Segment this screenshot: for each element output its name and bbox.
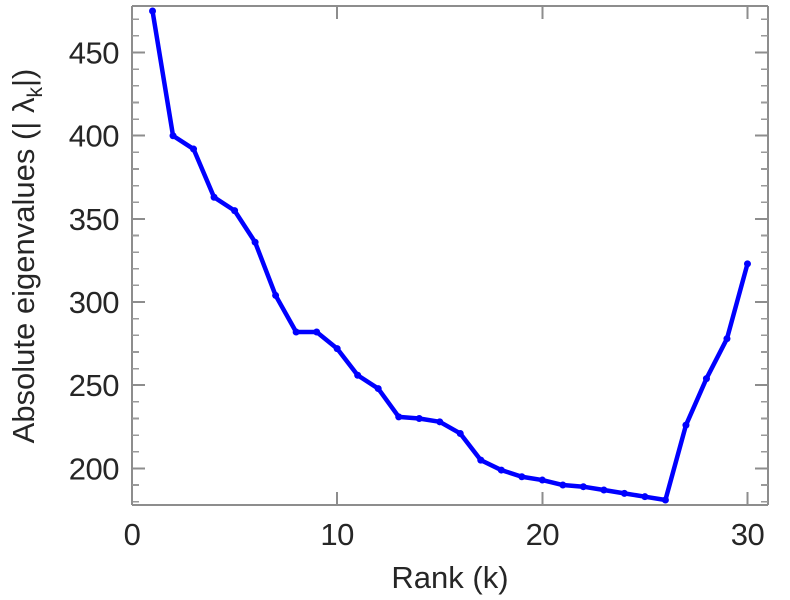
data-point-marker bbox=[477, 456, 485, 464]
x-axis-tick-labels: 0 10 20 30 bbox=[124, 517, 765, 552]
data-point-marker bbox=[354, 371, 362, 379]
data-point-marker bbox=[169, 132, 177, 140]
data-point-marker bbox=[251, 238, 259, 246]
data-point-marker bbox=[436, 418, 444, 426]
data-point-marker bbox=[723, 335, 731, 343]
data-point-marker bbox=[497, 466, 505, 474]
data-point-marker bbox=[682, 421, 690, 429]
x-axis-major-ticks bbox=[131, 6, 749, 505]
y-tick-label: 400 bbox=[69, 119, 119, 154]
data-point-marker bbox=[641, 493, 649, 501]
data-point-marker bbox=[743, 260, 751, 268]
eigenvalue-series-markers bbox=[149, 7, 751, 504]
x-tick-label: 0 bbox=[124, 517, 141, 552]
data-point-marker bbox=[415, 415, 423, 423]
x-tick-label: 20 bbox=[526, 517, 560, 552]
y-axis-title-group: Absolute eigenvalues (| λk|) bbox=[6, 69, 47, 444]
data-point-marker bbox=[620, 489, 628, 497]
x-axis-title: Rank (k) bbox=[391, 560, 508, 595]
data-point-marker bbox=[456, 429, 464, 437]
data-point-marker bbox=[559, 481, 567, 489]
data-point-marker bbox=[149, 7, 157, 15]
data-point-marker bbox=[374, 385, 382, 393]
data-point-marker bbox=[702, 375, 710, 383]
y-axis-minor-ticks bbox=[132, 18, 768, 503]
data-point-marker bbox=[272, 291, 280, 299]
y-axis-major-ticks bbox=[132, 51, 768, 470]
y-tick-label: 450 bbox=[69, 36, 119, 71]
y-axis-tick-labels: 200 250 300 350 400 450 bbox=[69, 36, 120, 487]
x-tick-label: 30 bbox=[731, 517, 765, 552]
y-tick-label: 300 bbox=[69, 285, 119, 320]
y-tick-label: 200 bbox=[69, 451, 119, 486]
data-point-marker bbox=[661, 496, 669, 504]
x-tick-label: 10 bbox=[320, 517, 354, 552]
plot-background bbox=[132, 6, 768, 505]
data-point-marker bbox=[518, 473, 526, 481]
y-axis-title: Absolute eigenvalues (| λk|) bbox=[6, 69, 47, 444]
data-point-marker bbox=[395, 413, 403, 421]
data-point-marker bbox=[313, 328, 321, 336]
axis-frame bbox=[130, 4, 770, 507]
data-point-marker bbox=[579, 483, 587, 491]
y-tick-label: 250 bbox=[69, 368, 119, 403]
data-point-marker bbox=[538, 476, 546, 484]
data-point-marker bbox=[333, 345, 341, 353]
data-point-marker bbox=[190, 145, 198, 153]
data-point-marker bbox=[292, 328, 300, 336]
y-tick-label: 350 bbox=[69, 202, 119, 237]
data-point-marker bbox=[210, 193, 218, 201]
data-point-marker bbox=[600, 486, 608, 494]
data-point-marker bbox=[231, 207, 239, 215]
